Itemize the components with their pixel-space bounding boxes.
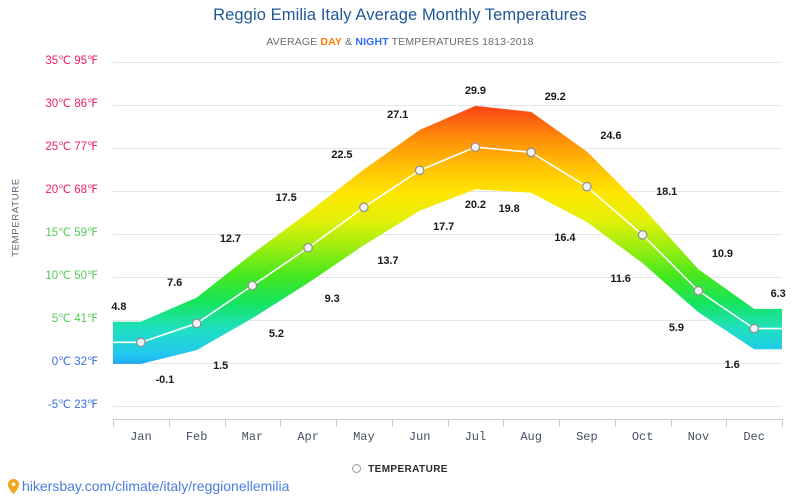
subtitle-night-word: NIGHT: [355, 36, 389, 48]
gridline: [113, 406, 782, 407]
data-point-marker[interactable]: [359, 202, 369, 213]
night-value-label-Oct: 11.6: [610, 273, 631, 286]
data-point-marker[interactable]: [749, 323, 759, 334]
day-value-label-Jun: 27.1: [387, 108, 409, 121]
x-axis-tick: [670, 419, 672, 427]
subtitle-day-word: DAY: [320, 36, 343, 48]
y-tick-label-35: 35℃ 95℉: [45, 55, 98, 67]
gridline: [113, 105, 782, 106]
data-point-marker[interactable]: [470, 142, 481, 152]
y-tick-label-15: 15℃ 59℉: [45, 227, 98, 239]
day-value-label-Aug: 29.2: [544, 90, 566, 103]
night-value-label-May: 13.7: [377, 255, 399, 268]
temperature-range-band: [112, 105, 783, 364]
night-value-label-Jan: -0.1: [155, 373, 175, 386]
gridline: [113, 277, 782, 278]
data-point-marker[interactable]: [303, 242, 313, 253]
y-tick-label-0: 0℃ 32℉: [51, 356, 98, 368]
y-axis-title: TEMPERATURE: [10, 178, 22, 257]
x-axis-tick: [447, 419, 449, 427]
data-point-marker[interactable]: [582, 181, 592, 192]
y-tick-label-30: 30℃ 86℉: [45, 98, 98, 110]
day-value-label-Mar: 12.7: [219, 232, 241, 245]
data-point-marker[interactable]: [414, 165, 425, 176]
x-axis-tick: [336, 419, 337, 427]
x-axis-month-label-jun: Jun: [408, 430, 431, 444]
day-value-label-Nov: 10.9: [711, 248, 733, 261]
x-axis-tick: [168, 419, 170, 427]
legend-label: TEMPERATURE: [368, 464, 448, 475]
chart-subtitle: AVERAGE DAY & NIGHT TEMPERATURES 1813-20…: [0, 36, 800, 48]
day-value-label-Sep: 24.6: [600, 130, 622, 143]
x-axis-tick: [614, 419, 616, 427]
night-value-label-Sep: 16.4: [554, 231, 576, 244]
source-link-text: hikersbay.com/climate/italy/reggionellem…: [22, 478, 290, 494]
y-tick-label-25: 25℃ 77℉: [45, 141, 98, 153]
x-axis-tick: [391, 419, 393, 427]
x-axis-tick: [224, 419, 226, 427]
gridline: [113, 320, 782, 321]
x-axis-tick: [503, 419, 505, 427]
gridline: [113, 234, 782, 235]
gridline: [113, 62, 782, 63]
data-point-marker[interactable]: [526, 147, 536, 158]
data-point-marker[interactable]: [136, 337, 146, 348]
night-value-label-Aug: 19.8: [498, 202, 520, 215]
x-axis-month-label-sep: Sep: [576, 430, 598, 444]
day-value-label-May: 22.5: [331, 148, 353, 161]
day-value-label-Oct: 18.1: [656, 186, 678, 199]
day-value-label-Jul: 29.9: [464, 84, 486, 97]
subtitle-ampersand: &: [342, 36, 356, 48]
circle-outline-icon: [352, 463, 362, 473]
x-axis-month-label-jul: Jul: [464, 430, 487, 444]
night-value-label-Apr: 9.3: [324, 293, 340, 306]
x-axis-month-label-feb: Feb: [185, 430, 208, 444]
subtitle-post: TEMPERATURES 1813-2018: [388, 36, 534, 48]
data-point-marker[interactable]: [693, 285, 704, 296]
data-point-marker[interactable]: [247, 280, 258, 291]
day-value-label-Jan: 4.8: [111, 300, 127, 313]
day-value-label-Dec: 6.3: [770, 287, 786, 300]
x-axis-tick: [280, 419, 282, 427]
x-axis-month-label-aug: Aug: [520, 430, 542, 444]
y-tick-label--5: -5℃ 23℉: [47, 399, 98, 411]
day-value-label-Feb: 7.6: [167, 276, 183, 289]
data-point-marker[interactable]: [191, 318, 202, 329]
x-axis-month-label-jan: Jan: [130, 430, 152, 444]
gridline: [113, 363, 782, 364]
night-value-label-Feb: 1.5: [213, 360, 229, 373]
night-value-label-Jun: 17.7: [433, 220, 455, 233]
x-axis-tick: [559, 419, 560, 427]
x-axis-month-label-dec: Dec: [743, 430, 765, 444]
plot-area: 4.8 -0.1 7.6 1.5 12.7 5.2 17.5 9.3 22.5 13.7 27.1 1…: [111, 62, 786, 407]
x-axis-tick: [113, 419, 114, 427]
night-value-label-Jul: 20.2: [464, 199, 486, 212]
x-axis-tick: [726, 419, 728, 427]
chart-legend[interactable]: TEMPERATURE: [0, 463, 800, 475]
location-pin-icon: [8, 479, 19, 494]
data-point-marker[interactable]: [637, 230, 648, 240]
x-axis-month-label-oct: Oct: [631, 430, 654, 444]
x-axis-month-label-nov: Nov: [687, 430, 710, 444]
x-axis-month-label-mar: Mar: [241, 430, 264, 444]
x-axis-month-label-may: May: [353, 430, 375, 444]
y-tick-label-10: 10℃ 50℉: [45, 270, 98, 282]
y-tick-label-5: 5℃ 41℉: [51, 313, 98, 325]
subtitle-pre: AVERAGE: [266, 36, 321, 48]
night-value-label-Nov: 5.9: [668, 322, 684, 335]
source-link[interactable]: hikersbay.com/climate/italy/reggionellem…: [8, 478, 289, 494]
page-title: Reggio Emilia Italy Average Monthly Temp…: [213, 6, 587, 24]
night-value-label-Dec: 1.6: [724, 359, 740, 372]
y-tick-label-20: 20℃ 68℉: [45, 184, 98, 196]
day-value-label-Apr: 17.5: [275, 191, 297, 204]
night-value-label-Mar: 5.2: [268, 328, 284, 341]
x-axis-tick: [782, 419, 783, 427]
x-axis-month-label-apr: Apr: [297, 430, 319, 444]
